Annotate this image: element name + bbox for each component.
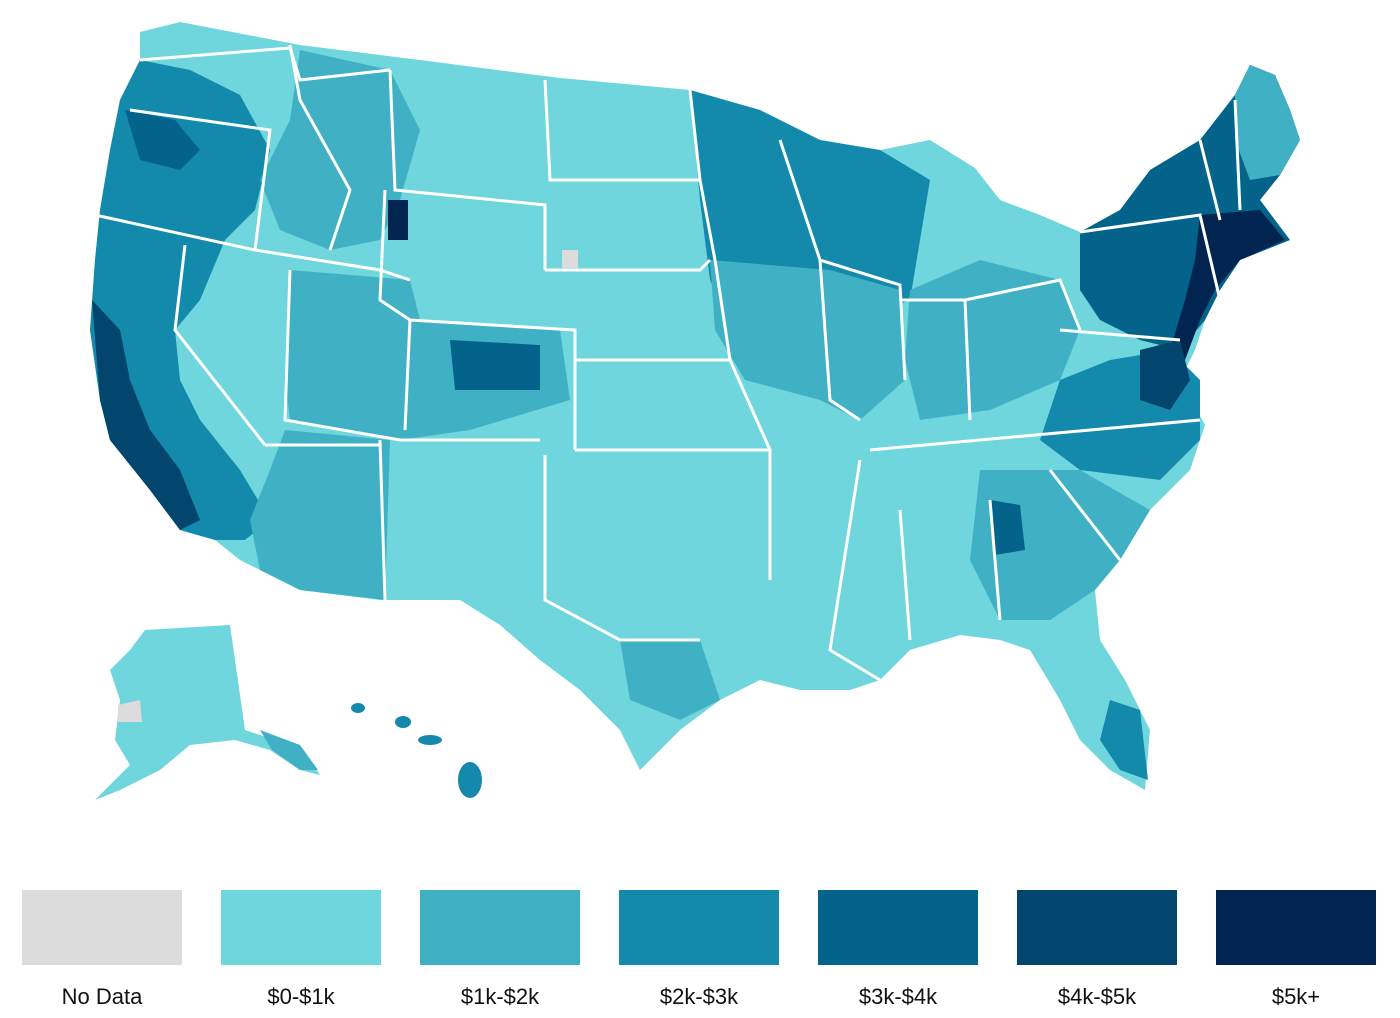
- hawaii-maui: [395, 716, 411, 728]
- west-coast-dark: [92, 300, 200, 530]
- legend-label-4k-5k: $4k-$5k: [1057, 984, 1137, 1009]
- new-england-dark: [1170, 210, 1285, 360]
- legend-item-1k-2k: $1k-$2k: [420, 890, 580, 1018]
- legend-item-3k-4k: $3k-$4k: [818, 890, 978, 1018]
- mountain-west: [285, 270, 570, 440]
- maine: [1235, 65, 1300, 180]
- hawaii: [351, 703, 482, 798]
- contiguous-us: [90, 22, 1300, 790]
- iowa-illinois: [710, 260, 905, 420]
- legend-item-2k-3k: $2k-$3k: [619, 890, 779, 1018]
- legend-label-2k-3k: $2k-$3k: [659, 984, 739, 1009]
- alaska-shape: [95, 625, 320, 800]
- atlanta-metro: [990, 500, 1025, 555]
- legend-label-0-1k: $0-$1k: [267, 984, 335, 1009]
- us-choropleth-map: [90, 22, 1300, 800]
- legend-item-4k-5k: $4k-$5k: [1017, 890, 1177, 1018]
- legend-swatch-5k-plus: [1216, 890, 1376, 965]
- legend-swatch-0-1k: [221, 890, 381, 965]
- legend-label-3k-4k: $3k-$4k: [858, 984, 938, 1009]
- alaska-panhandle: [260, 730, 318, 770]
- alaska: [95, 625, 320, 800]
- florida-south: [1100, 700, 1148, 780]
- legend-swatch-2k-3k: [619, 890, 779, 965]
- colorado-denver: [450, 340, 540, 390]
- wyoming-jackson: [388, 200, 408, 240]
- legend-swatch-3k-4k: [818, 890, 978, 965]
- legend-label-no-data: No Data: [61, 984, 143, 1009]
- dc-corridor: [1140, 340, 1190, 410]
- legend-item-no-data: No Data: [22, 890, 182, 1018]
- sd-no-data: [562, 250, 578, 268]
- hawaii-big-island: [458, 762, 482, 798]
- pacific-nw-dark: [125, 110, 200, 170]
- hawaii-molokai: [418, 735, 442, 745]
- legend-item-5k-plus: $5k+: [1216, 890, 1376, 1018]
- legend: No Data $0-$1k $1k-$2k $2k-$3k $3k-$4k $…: [0, 890, 1400, 1018]
- texas-metros: [620, 640, 720, 720]
- legend-label-5k-plus: $5k+: [1271, 984, 1321, 1009]
- arizona: [250, 430, 390, 600]
- legend-item-0-1k: $0-$1k: [221, 890, 381, 1018]
- legend-swatch-4k-5k: [1017, 890, 1177, 965]
- legend-swatch-no-data: [22, 890, 182, 965]
- state-borders: [94, 44, 1242, 682]
- legend-swatch-1k-2k: [420, 890, 580, 965]
- alaska-no-data: [118, 700, 142, 722]
- legend-label-1k-2k: $1k-$2k: [460, 984, 540, 1009]
- hawaii-oahu: [351, 703, 365, 713]
